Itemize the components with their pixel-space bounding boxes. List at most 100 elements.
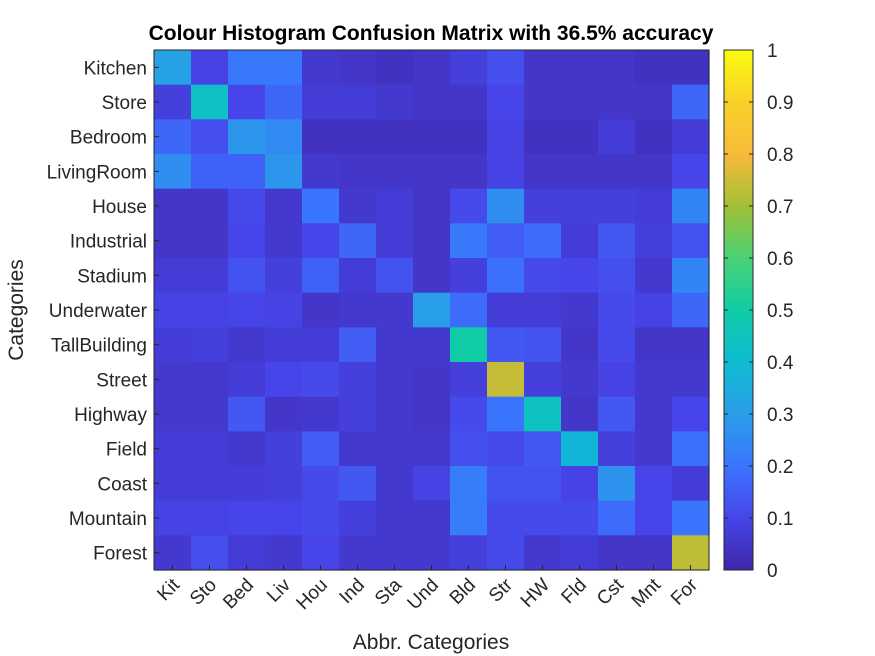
heatmap-cell — [487, 223, 525, 259]
heatmap-cell — [413, 535, 451, 571]
heatmap-cell — [376, 431, 414, 467]
heatmap-cell — [302, 327, 340, 363]
heatmap-cell — [413, 362, 451, 398]
colorbar — [723, 49, 754, 571]
heatmap-cell — [487, 466, 525, 502]
heatmap-cell — [524, 154, 562, 190]
heatmap-cell — [154, 327, 192, 363]
heatmap-cell — [524, 84, 562, 120]
colorbar-tick-label: 0.9 — [767, 93, 793, 114]
colorbar-tick-label: 0.3 — [767, 405, 793, 426]
heatmap-cell — [191, 223, 229, 259]
heatmap-cell — [524, 396, 562, 432]
heatmap-cell — [524, 431, 562, 467]
colorbar-tick-label: 1 — [767, 41, 778, 62]
heatmap-cell — [376, 396, 414, 432]
heatmap-cell — [191, 292, 229, 328]
heatmap-cell — [302, 535, 340, 571]
heatmap-cell — [635, 292, 673, 328]
heatmap-cell — [265, 119, 303, 155]
heatmap-cell — [413, 466, 451, 502]
heatmap-cell — [450, 327, 488, 363]
y-tick-label: Mountain — [69, 509, 147, 530]
heatmap-cell — [672, 154, 710, 190]
heatmap-cell — [376, 327, 414, 363]
heatmap-cell — [413, 223, 451, 259]
heatmap-cell — [672, 431, 710, 467]
heatmap-cell — [265, 50, 303, 86]
heatmap-cell — [228, 431, 266, 467]
x-tick-label: Bed — [219, 575, 258, 614]
heatmap-cell — [598, 154, 636, 190]
heatmap-cell — [450, 154, 488, 190]
heatmap-cell — [228, 188, 266, 224]
heatmap-cell — [561, 154, 599, 190]
heatmap-cell — [635, 431, 673, 467]
colorbar-tick-label: 0.5 — [767, 301, 793, 322]
heatmap-cell — [154, 535, 192, 571]
heatmap-cell — [191, 327, 229, 363]
heatmap-cell — [376, 258, 414, 294]
heatmap-cell — [154, 119, 192, 155]
heatmap-cell — [672, 119, 710, 155]
heatmap-cell — [228, 535, 266, 571]
heatmap-cell — [265, 362, 303, 398]
heatmap-cell — [191, 119, 229, 155]
x-tick-label: Hou — [293, 575, 332, 614]
heatmap-cell — [228, 362, 266, 398]
heatmap-cell — [598, 119, 636, 155]
heatmap-cell — [524, 292, 562, 328]
heatmap-cell — [339, 362, 377, 398]
heatmap-cell — [339, 258, 377, 294]
heatmap-cell — [154, 431, 192, 467]
heatmap-cell — [191, 466, 229, 502]
heatmap-cell — [228, 154, 266, 190]
y-tick-label: Coast — [97, 474, 147, 495]
heatmap-cell — [672, 188, 710, 224]
heatmap-cell — [265, 84, 303, 120]
heatmap-cell — [450, 188, 488, 224]
x-axis-label: Abbr. Categories — [353, 631, 509, 654]
heatmap-cell — [561, 292, 599, 328]
x-tick-label: Liv — [263, 574, 295, 606]
heatmap-cell — [339, 535, 377, 571]
heatmap-cell — [672, 327, 710, 363]
heatmap-cell — [154, 258, 192, 294]
heatmap-cell — [487, 119, 525, 155]
heatmap-cell — [487, 292, 525, 328]
x-tick-label: Ind — [336, 575, 370, 609]
heatmap-cell — [154, 292, 192, 328]
x-tick-label: Sto — [186, 575, 221, 610]
heatmap-cell — [487, 327, 525, 363]
heatmap-cell — [561, 50, 599, 86]
heatmap-cell — [635, 84, 673, 120]
heatmap-cell — [524, 119, 562, 155]
heatmap-cell — [154, 466, 192, 502]
x-tick-label: Sta — [371, 574, 406, 609]
heatmap-cell — [672, 223, 710, 259]
heatmap-cell — [413, 84, 451, 120]
heatmap-cell — [561, 466, 599, 502]
heatmap-cell — [524, 258, 562, 294]
heatmap-cell — [339, 466, 377, 502]
y-tick-label: Industrial — [70, 232, 147, 253]
heatmap-cell — [339, 119, 377, 155]
heatmap-cell — [450, 466, 488, 502]
heatmap-cell — [265, 327, 303, 363]
heatmap-cell — [265, 188, 303, 224]
heatmap-cell — [413, 119, 451, 155]
heatmap-cell — [635, 188, 673, 224]
y-tick-label: Kitchen — [84, 58, 147, 79]
heatmap-cell — [228, 327, 266, 363]
colorbar-tick-label: 0.8 — [767, 145, 793, 166]
x-tick-label: Cst — [593, 574, 629, 610]
heatmap-cell — [672, 84, 710, 120]
heatmap-cell — [154, 188, 192, 224]
heatmap-cell — [598, 535, 636, 571]
heatmap-cell — [672, 396, 710, 432]
heatmap-cell — [302, 84, 340, 120]
heatmap-cell — [302, 292, 340, 328]
heatmap-cell — [524, 188, 562, 224]
heatmap-cell — [672, 50, 710, 86]
heatmap-cell — [524, 362, 562, 398]
